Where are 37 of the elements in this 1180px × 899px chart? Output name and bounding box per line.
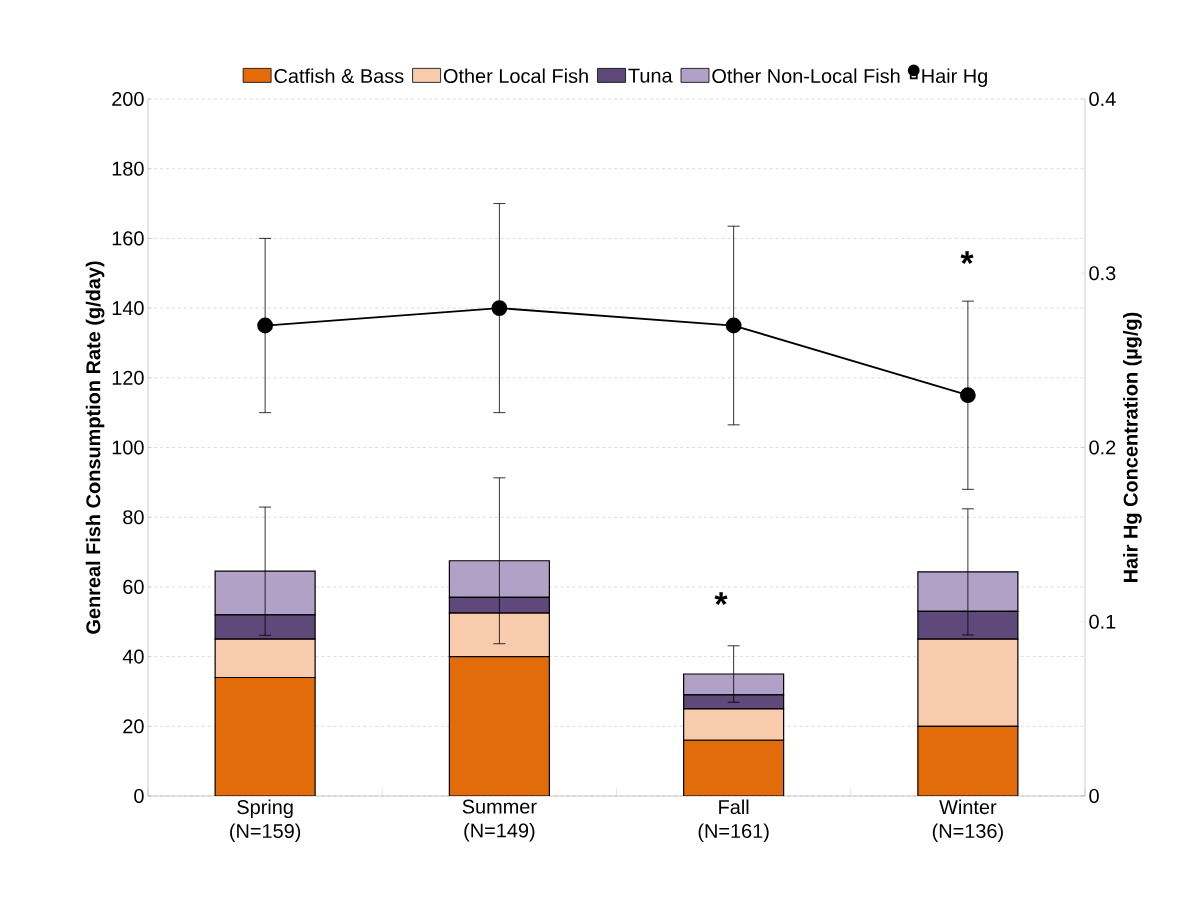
point [959,387,976,404]
y-tick-label: 120 [112,370,144,385]
x-tick-label: Winter (N=136) [932,799,1003,842]
y2-tick-label: 0.1 [1089,614,1116,629]
y2-tick-label: 0.4 [1089,91,1116,107]
bar [683,739,785,796]
y2-tick-label: 0.2 [1089,440,1116,455]
legend-label: Catfish & Bass [274,68,404,84]
y-tick-label: 160 [112,231,144,246]
y-tick-label: 140 [112,301,144,316]
y2-tick-label: 0 [1089,788,1099,804]
y-tick-label: 200 [112,91,144,107]
x-tick-label: Fall (N=161) [698,799,769,842]
point [257,317,274,334]
point [491,300,508,316]
bar [917,725,1019,796]
x-tick-label: Spring (N=159) [230,799,301,842]
y-tick-label: 60 [123,579,144,594]
y-tick-label: 180 [112,161,144,176]
legend-label: Other Local Fish [443,68,588,84]
legend-label: Other Non-Local Fish [712,68,900,84]
legend-label: Hair Hg [922,68,987,87]
bar [214,676,316,796]
y-tick-label: 80 [123,510,144,525]
legend-label: Tuna [628,68,673,83]
annotation: * [714,592,728,605]
y-tick-label: 0 [134,788,144,804]
y-tick-label: 40 [122,649,144,664]
y-axis-title: Genreal Fish Consumption Rate (g/day) [85,261,105,634]
y2-axis-title: Hair Hg Concentration (µg/g) [1123,312,1142,582]
y-tick-label: 20 [123,719,144,734]
y-tick-label: 100 [112,440,144,455]
x-tick-label: Summer (N=149) [462,799,537,842]
point [725,317,742,334]
annotation: * [960,251,974,264]
bar [448,656,550,796]
y2-tick-label: 0.3 [1089,266,1116,281]
